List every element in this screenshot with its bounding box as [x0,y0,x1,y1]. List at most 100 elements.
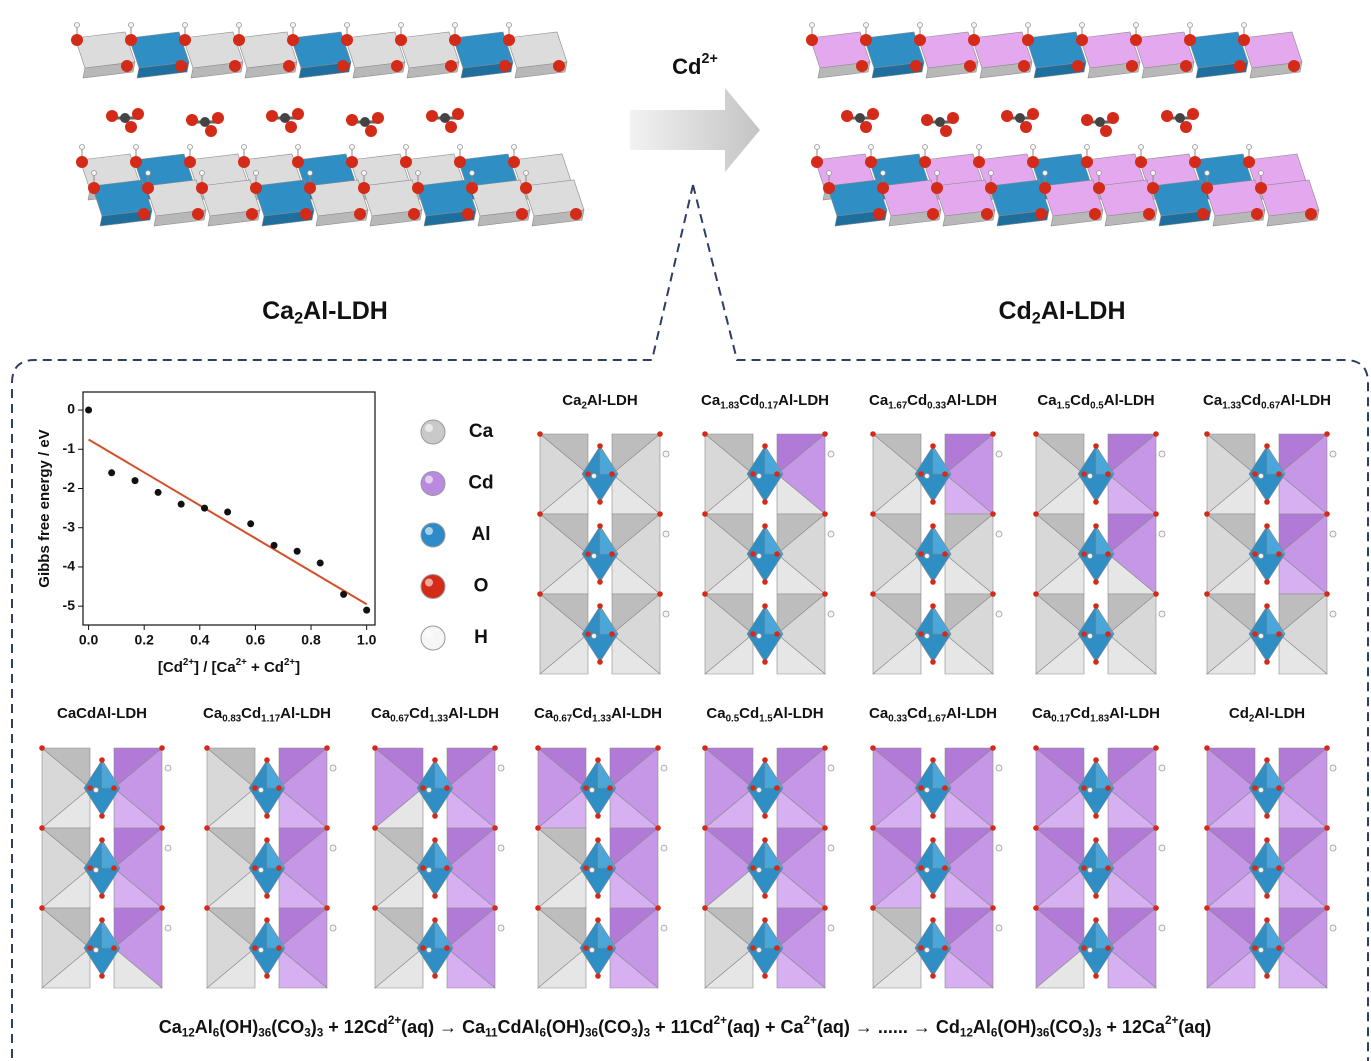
oxygen [609,471,615,477]
oxygen [919,156,931,168]
carbon [360,117,370,127]
oxygen [990,511,996,517]
carbon [1175,113,1185,123]
oxygen [159,825,165,831]
text-part: Al-LDH [946,705,997,722]
hydrogen [828,845,834,851]
oxygen [870,591,876,597]
oxygen [99,917,105,923]
hydrogen [1259,868,1264,873]
text-part: 0.83 [222,713,242,724]
oxygen [762,917,768,923]
oxygen [918,865,924,871]
oxygen [99,893,105,899]
oxygen [1252,785,1258,791]
data-point [224,509,231,516]
text-part: Al-LDH [280,705,331,722]
legend-swatch [421,626,445,650]
oxygen [324,905,330,911]
hydrogen [1188,23,1193,28]
hydrogen [188,145,193,150]
oxygen [1081,945,1087,951]
text-part: (aq) + Ca [727,1017,805,1037]
oxygen [264,757,270,763]
text-part: 12 [960,1026,974,1039]
hydrogen [1031,145,1036,150]
oxygen [466,182,478,194]
text-part: 0.33 [927,400,947,411]
oxygen [570,208,582,220]
oxygen [391,60,403,72]
hydrogen [1330,531,1336,537]
oxygen [811,156,823,168]
text-part: Ca [1203,392,1223,409]
hydrogen [165,765,171,771]
oxygen [750,785,756,791]
text-part: 1.17 [261,713,280,724]
hydrogen [259,948,264,953]
oxygen [445,121,457,133]
text-part: 1.33 [592,713,612,724]
oxygen [1105,945,1111,951]
hydrogen [925,634,930,639]
hydrogen [972,23,977,28]
text-part: Ca [562,392,582,409]
hydrogen [470,171,475,176]
oxygen [1076,34,1088,46]
oxygen [71,34,83,46]
oxygen [535,825,541,831]
hydrogen [183,23,188,28]
oxygen [990,905,996,911]
oxygen [492,825,498,831]
oxygen [1093,757,1099,763]
hydrogen [345,23,350,28]
data-point [178,501,185,508]
hydrogen [977,145,982,150]
x-axis-label: [Cd2+] / [Ca2+ + Cd2+] [158,657,300,676]
caption: Cd2Al-LDH [998,297,1125,328]
oxygen [702,591,708,597]
structure-label: Ca0.83Cd1.17Al-LDH [203,705,331,724]
oxygen [1033,745,1039,751]
structure-label: Ca1.5Cd0.5Al-LDH [1037,392,1154,411]
oxygen [444,945,450,951]
hydrogen [592,474,597,479]
hydrogen [828,611,834,617]
text-part: Al-LDH [1109,705,1160,722]
plot-frame [83,392,375,625]
oxygen [1093,917,1099,923]
text-part: 2 [1032,310,1041,328]
hydrogen [827,171,832,176]
oxygen [1039,182,1051,194]
reaction-arrow [630,88,760,172]
oxygen [942,945,948,951]
oxygen [981,208,993,220]
oxygen [1324,431,1330,437]
hydrogen [663,611,669,617]
oxygen [823,182,835,194]
text-part: 0.67 [1261,400,1280,411]
oxygen [750,471,756,477]
oxygen [822,591,828,597]
oxygen [372,112,384,124]
hydrogen [925,788,930,793]
carbon [120,113,130,123]
oxygen [1180,121,1192,133]
oxygen [88,182,100,194]
text-part: (CO [598,1017,631,1037]
hydrogen [134,145,139,150]
oxygen [597,659,603,665]
hydrogen [254,171,259,176]
text-part: 1.67 [888,400,907,411]
structure-label: Ca1.83Cd0.17Al-LDH [701,392,829,411]
oxygen [499,60,511,72]
carbon [855,113,865,123]
oxygen [99,837,105,843]
legend-highlight [425,424,433,432]
oxygen [175,60,187,72]
oxygen [125,34,137,46]
oxygen [537,431,543,437]
text-part: Ca [1032,705,1052,722]
text-part: 2+ [284,657,295,668]
oxygen [1027,108,1039,120]
